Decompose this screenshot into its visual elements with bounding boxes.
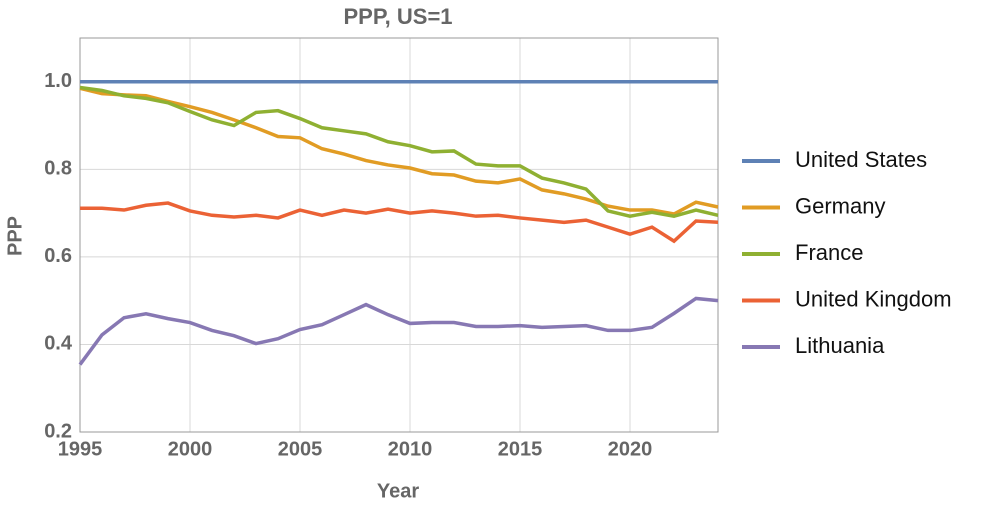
legend-label: United States <box>795 147 927 172</box>
series-line <box>79 86 719 216</box>
legend-label: Germany <box>795 193 885 218</box>
series-line <box>79 85 719 218</box>
x-tick-label: 2010 <box>388 438 433 460</box>
x-axis-label: Year <box>377 480 419 502</box>
y-tick-label: 1.0 <box>44 70 72 92</box>
y-tick-label: 0.8 <box>44 158 72 180</box>
x-tick-label: 2015 <box>498 438 543 460</box>
series-line <box>80 201 719 244</box>
y-tick-label: 0.4 <box>44 333 73 355</box>
x-tick-label: 1995 <box>58 438 103 460</box>
legend-label: Lithuania <box>795 333 885 358</box>
x-tick-label: 2020 <box>608 438 653 460</box>
series-line <box>78 296 719 366</box>
legend-label: United Kingdom <box>795 286 952 311</box>
y-tick-label: 0.6 <box>44 245 72 267</box>
chart-title: PPP, US=1 <box>343 4 452 29</box>
y-tick-label: 0.2 <box>44 420 72 442</box>
x-tick-label: 2000 <box>168 438 213 460</box>
x-tick-label: 2005 <box>278 438 323 460</box>
plot-frame <box>79 37 719 433</box>
y-axis-label: PPP <box>4 216 26 256</box>
legend-label: France <box>795 240 863 265</box>
